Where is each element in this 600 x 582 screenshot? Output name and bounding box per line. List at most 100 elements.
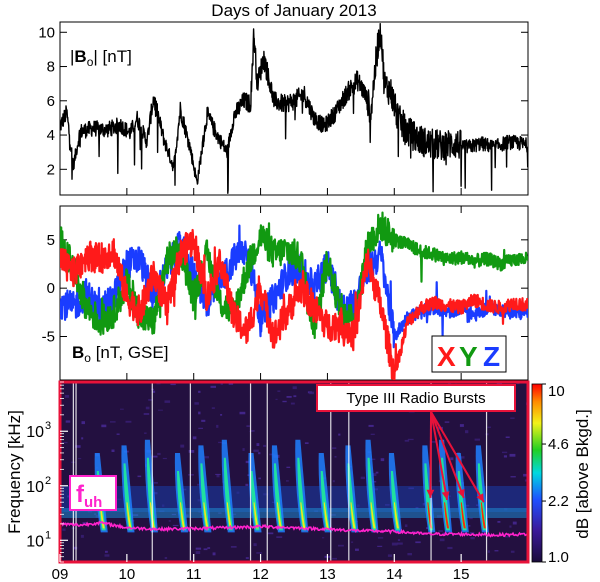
x-tick-label: 12 xyxy=(252,566,269,582)
texture-speck xyxy=(216,424,219,428)
texture-speck xyxy=(197,483,201,486)
spectrogram-band-core xyxy=(60,508,528,518)
texture-speck xyxy=(397,539,401,541)
texture-speck xyxy=(487,426,491,428)
y-tick-exponent: 1 xyxy=(45,529,51,541)
arrow-line xyxy=(430,411,449,501)
colorbar-gradient xyxy=(531,383,543,563)
texture-speck xyxy=(438,530,443,532)
x-tick-label: 09 xyxy=(52,566,69,582)
colorbar-ticks: 10 4.6 2.2 1.0 xyxy=(542,383,569,566)
burst-core xyxy=(350,502,356,529)
burst-middle xyxy=(347,463,357,531)
annotation-box xyxy=(316,384,516,412)
texture-speck xyxy=(503,455,507,458)
burst-middle xyxy=(320,470,330,531)
texture-speck xyxy=(309,391,315,395)
y-tick-exponent: 2 xyxy=(45,475,51,487)
texture-speck xyxy=(524,479,528,482)
texture-speck xyxy=(510,476,516,478)
colorbar-label: dB [above Bkgd.] xyxy=(573,409,592,538)
burst-middle xyxy=(390,470,400,531)
texture-speck xyxy=(245,460,252,464)
texture-speck xyxy=(286,466,291,468)
burst-middle xyxy=(123,463,133,531)
texture-speck xyxy=(510,417,515,419)
burst-core xyxy=(393,502,399,529)
spectrogram-band xyxy=(60,486,528,512)
texture-speck xyxy=(338,544,344,547)
texture-speck xyxy=(496,382,502,385)
colorbar-tick-label: 2.2 xyxy=(548,493,569,510)
texture-speck xyxy=(338,433,341,436)
texture-speck xyxy=(194,402,199,405)
components-label: Bo [nT, GSE] xyxy=(72,343,168,365)
y-tick-label: 10 xyxy=(26,479,44,496)
burst-core xyxy=(180,502,185,529)
texture-speck xyxy=(203,456,209,459)
texture-speck xyxy=(509,525,512,528)
texture-speck xyxy=(170,383,176,386)
texture-speck xyxy=(322,537,325,539)
y-tick-label: 0 xyxy=(47,280,55,297)
y-tick-label: 8 xyxy=(47,59,55,76)
texture-speck xyxy=(377,545,383,547)
x-tick-label: 15 xyxy=(453,566,470,582)
burst-core xyxy=(126,502,132,529)
texture-speck xyxy=(523,473,528,477)
texture-speck xyxy=(510,550,515,553)
texture-speck xyxy=(304,442,309,444)
texture-speck xyxy=(290,402,295,405)
texture-speck xyxy=(258,452,261,455)
texture-speck xyxy=(164,557,168,559)
colorbar-tick-label: 10 xyxy=(548,383,565,400)
components-panel: 5 0 -5 Bo [nT, GSE] X Y Z xyxy=(42,205,529,381)
y-tick-label: -5 xyxy=(42,329,55,346)
arrow-head xyxy=(476,493,484,503)
texture-speck xyxy=(369,458,376,460)
fuh-label-box xyxy=(69,475,117,511)
burst-core xyxy=(444,502,450,529)
texture-speck xyxy=(404,439,410,442)
texture-speck xyxy=(277,390,281,392)
texture-speck xyxy=(120,408,124,410)
texture-speck xyxy=(397,542,403,545)
texture-speck xyxy=(372,481,377,483)
magnitude-label: |Bo| [nT] xyxy=(70,47,132,69)
texture-speck xyxy=(75,445,81,448)
texture-speck xyxy=(78,458,82,460)
texture-speck xyxy=(380,458,385,462)
burst-middle xyxy=(200,463,210,531)
arrow-head xyxy=(441,491,450,500)
texture-speck xyxy=(210,385,216,388)
texture-speck xyxy=(509,453,516,457)
texture-speck xyxy=(148,399,153,401)
magnitude-frame xyxy=(59,21,529,196)
texture-speck xyxy=(334,456,337,458)
texture-speck xyxy=(104,554,110,557)
texture-speck xyxy=(258,477,261,480)
texture-speck xyxy=(407,438,414,441)
fuh-line xyxy=(60,520,528,538)
arrow-head xyxy=(426,489,435,498)
texture-speck xyxy=(152,390,156,393)
texture-speck xyxy=(242,448,245,451)
texture-speck xyxy=(253,449,259,452)
texture-speck xyxy=(81,421,85,425)
texture-speck xyxy=(198,390,201,393)
magnitude-panel: Days of January 2013 2 4 6 8 10 |Bo| [nT] xyxy=(38,1,529,196)
texture-speck xyxy=(415,541,421,544)
texture-speck xyxy=(407,553,412,556)
texture-speck xyxy=(275,398,278,400)
texture-speck xyxy=(192,436,197,440)
texture-speck xyxy=(372,473,377,476)
texture-speck xyxy=(368,424,374,427)
texture-speck xyxy=(180,444,185,448)
texture-speck xyxy=(73,546,78,550)
annotation-text: Type III Radio Bursts xyxy=(346,390,485,407)
burst-core xyxy=(480,502,486,529)
texture-speck xyxy=(465,430,469,434)
arrow-line xyxy=(429,411,433,498)
